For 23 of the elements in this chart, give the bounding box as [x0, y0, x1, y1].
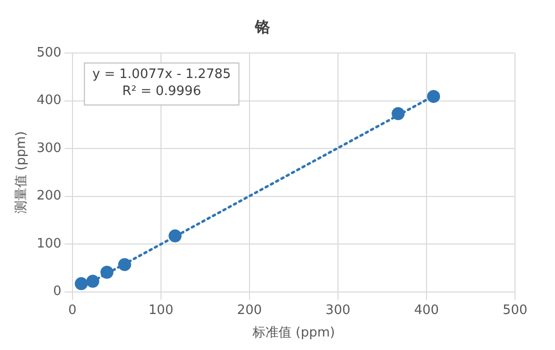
y-tick-label: 300	[36, 140, 62, 156]
y-tick-label: 100	[36, 236, 62, 252]
point	[392, 107, 405, 120]
point	[100, 266, 114, 279]
x-tick-label: 500	[502, 302, 528, 318]
y-axis-title: 测量值 (ppm)	[14, 131, 30, 214]
x-tick-label: 200	[237, 302, 262, 318]
x-axis-title: 标准值 (ppm)	[251, 326, 335, 341]
x-tick-label: 300	[326, 302, 350, 318]
point	[427, 90, 440, 103]
y-tick-label: 400	[36, 93, 62, 108]
y-tick-label: 0	[53, 284, 62, 300]
annotation: y = 1.0077x - 1.2785 R² = 0.9996	[92, 66, 231, 99]
y-tick-label: 500	[36, 45, 62, 60]
y-tick-label: 200	[36, 188, 62, 204]
point	[118, 258, 132, 272]
chart-title: 铬	[254, 18, 271, 36]
point	[86, 274, 100, 288]
point	[168, 229, 182, 242]
x-tick-label: 0	[68, 302, 77, 318]
point	[74, 277, 88, 290]
x-tick-label: 100	[148, 302, 174, 318]
x-tick-label: 400	[414, 302, 439, 318]
